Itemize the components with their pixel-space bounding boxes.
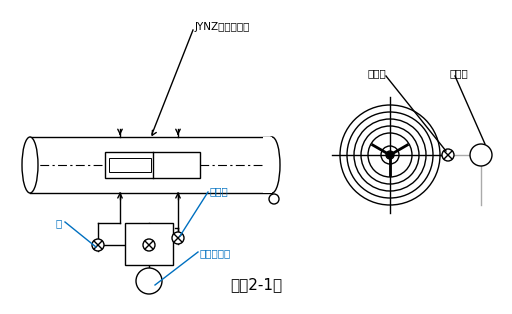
Text: 吹洗阀: 吹洗阀 [210,186,229,196]
Ellipse shape [22,137,38,193]
Text: 截止阀: 截止阀 [368,68,387,78]
Text: （图2-1）: （图2-1） [230,277,282,292]
Text: JYNZ内锥体装置: JYNZ内锥体装置 [195,22,250,32]
Text: 冷凝器: 冷凝器 [450,68,469,78]
Ellipse shape [264,137,280,193]
Text: 阀: 阀 [55,218,61,228]
Circle shape [470,144,492,166]
Circle shape [172,232,184,244]
Bar [105,152,200,178]
Circle shape [136,268,162,294]
Bar [263,137,272,193]
Circle shape [143,239,155,251]
Text: 差压变送器: 差压变送器 [200,248,231,258]
Circle shape [92,239,104,251]
Circle shape [442,149,454,161]
Circle shape [269,194,279,204]
Circle shape [387,152,393,158]
Bar [109,158,151,172]
Bar [125,223,173,265]
